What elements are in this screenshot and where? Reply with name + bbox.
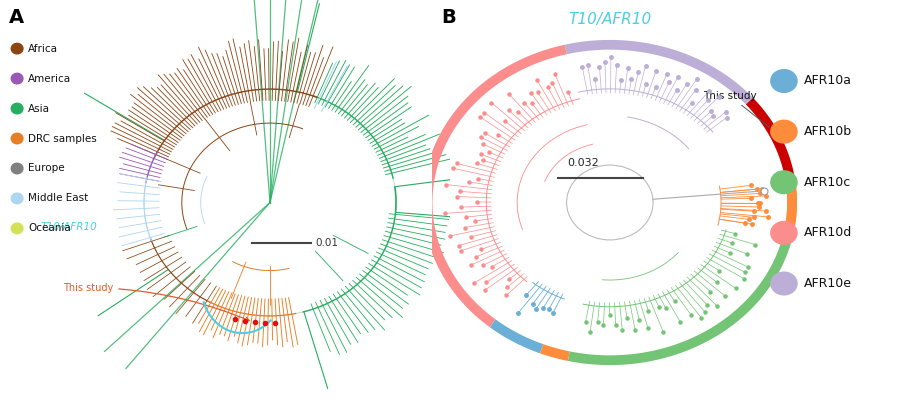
Text: Middle East: Middle East <box>28 194 88 203</box>
Text: Oceania: Oceania <box>28 224 70 233</box>
Text: This study: This study <box>703 91 770 127</box>
Text: T10/AFR10: T10/AFR10 <box>40 222 97 232</box>
Circle shape <box>770 120 797 143</box>
Circle shape <box>11 133 22 144</box>
Circle shape <box>770 222 797 244</box>
Text: This study: This study <box>63 283 249 321</box>
Text: A: A <box>9 8 24 27</box>
Text: Africa: Africa <box>28 44 58 53</box>
Circle shape <box>11 103 22 114</box>
Text: 0.032: 0.032 <box>568 158 599 168</box>
Text: T10/AFR10: T10/AFR10 <box>568 12 652 27</box>
Text: AFR10d: AFR10d <box>804 226 852 239</box>
Circle shape <box>11 223 22 234</box>
Circle shape <box>11 43 22 54</box>
Text: AFR10c: AFR10c <box>804 176 851 189</box>
Text: AFR10a: AFR10a <box>804 75 852 87</box>
Text: Asia: Asia <box>28 104 50 113</box>
Text: B: B <box>441 8 456 27</box>
Text: AFR10b: AFR10b <box>804 125 852 138</box>
Text: America: America <box>28 74 71 83</box>
Circle shape <box>11 163 22 174</box>
Text: Europe: Europe <box>28 164 65 173</box>
Text: DRC samples: DRC samples <box>28 134 96 143</box>
Circle shape <box>770 272 797 295</box>
Text: AFR10e: AFR10e <box>804 277 852 290</box>
Text: 0.01: 0.01 <box>315 238 338 248</box>
Circle shape <box>11 73 22 84</box>
Circle shape <box>770 171 797 194</box>
Circle shape <box>11 193 22 204</box>
Circle shape <box>770 70 797 92</box>
